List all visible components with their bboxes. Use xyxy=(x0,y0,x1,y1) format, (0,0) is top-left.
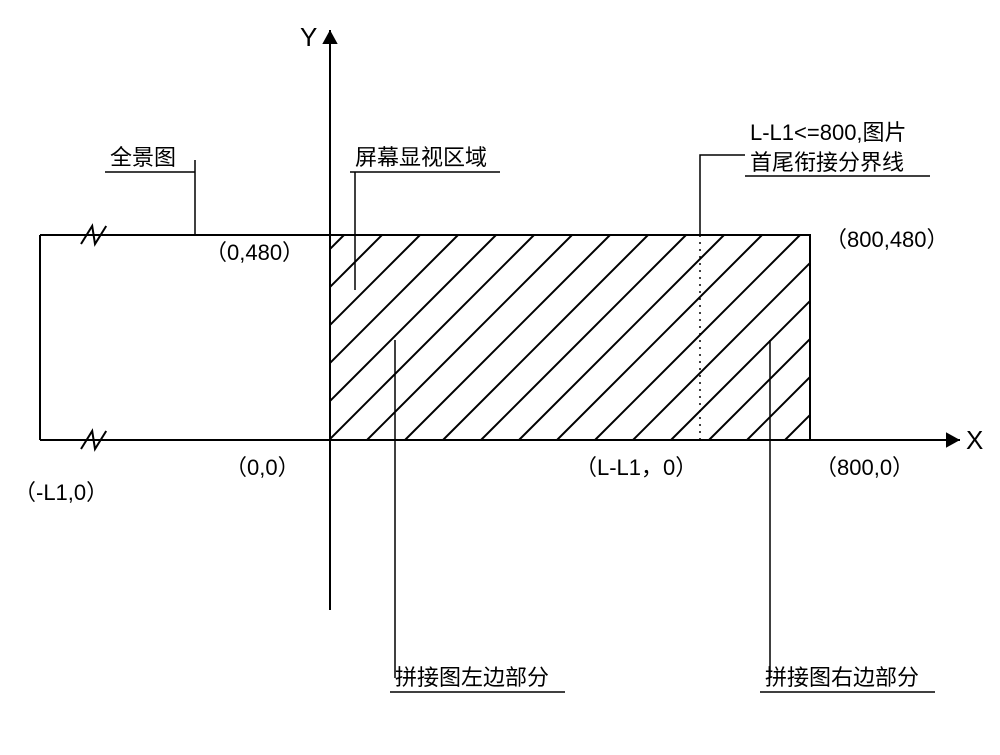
viewport-rect xyxy=(330,235,810,440)
x-axis-arrow-icon xyxy=(946,432,960,447)
viewport-hatching xyxy=(0,235,1000,440)
coordinate-diagram: X Y （-L1,0） （0,0） （0,480） （L-L1，0） （800,… xyxy=(0,0,1000,755)
coord-0-480: （0,480） xyxy=(205,240,304,265)
coord-800-480: （800,480） xyxy=(825,227,949,252)
label-boundary-line1: L-L1<=800,图片 xyxy=(750,120,907,145)
coord-L-L1-0: （L-L1，0） xyxy=(575,455,697,480)
leader-boundary xyxy=(700,155,745,235)
label-boundary-line2: 首尾衔接分界线 xyxy=(750,150,904,175)
label-mosaic-left: 拼接图左边部分 xyxy=(395,665,549,690)
coord-neg-L1-0: （-L1,0） xyxy=(14,480,108,505)
label-viewport: 屏幕显视区域 xyxy=(355,145,487,170)
label-panorama: 全景图 xyxy=(110,145,176,170)
coord-0-0: （0,0） xyxy=(225,455,300,480)
y-axis-arrow-icon xyxy=(322,30,337,44)
label-mosaic-right: 拼接图右边部分 xyxy=(765,665,919,690)
x-axis-label: X xyxy=(966,425,983,455)
coord-800-0: （800,0） xyxy=(815,455,914,480)
y-axis-label: Y xyxy=(300,22,317,52)
